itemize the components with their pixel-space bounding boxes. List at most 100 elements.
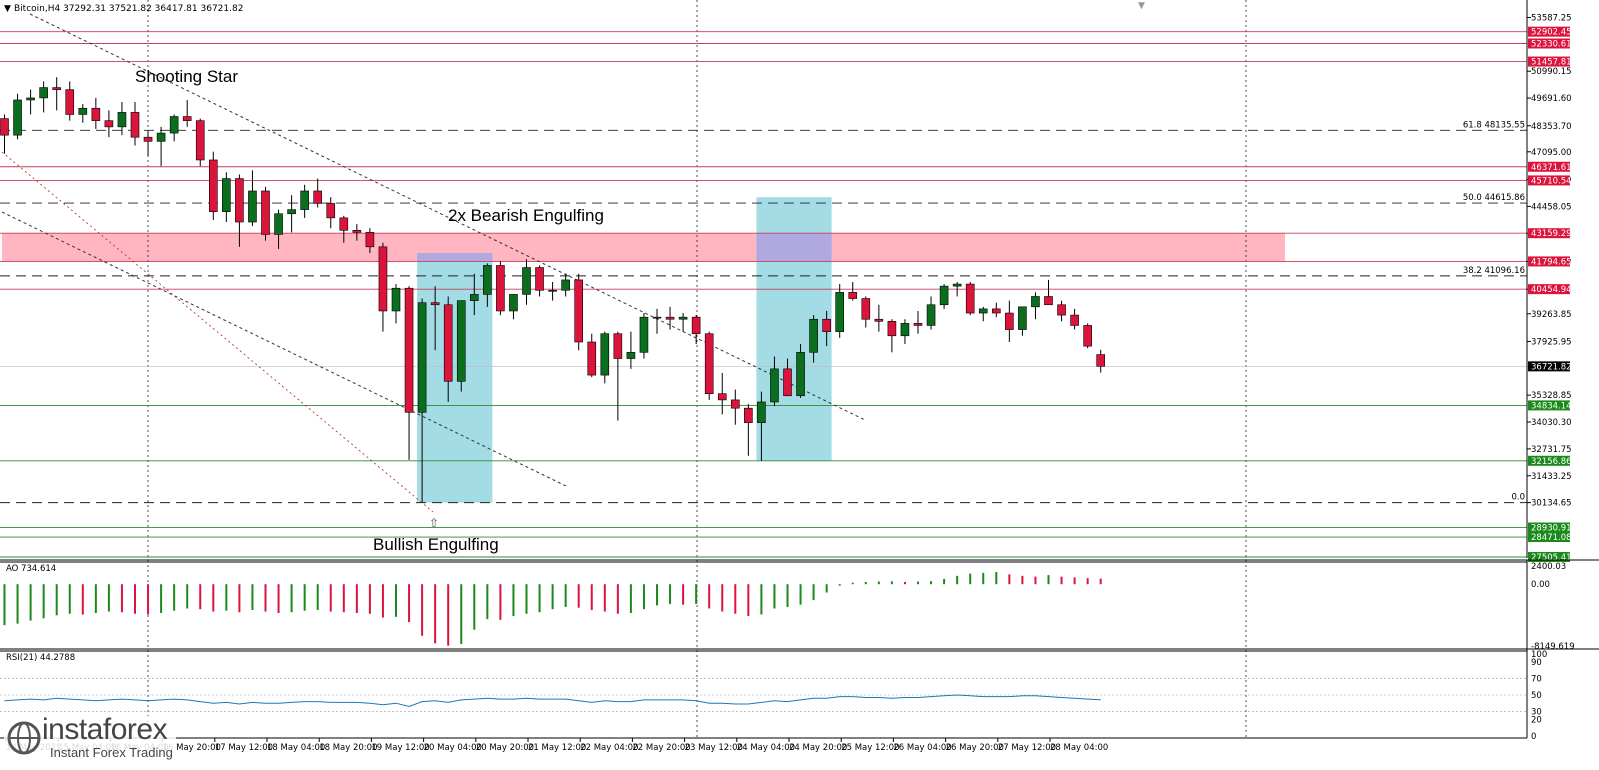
price-tag-text: 36721.82 [1531, 362, 1572, 372]
trendlines [1, 13, 866, 513]
time-axis-label: 18 May 04:00 [267, 743, 325, 753]
candle-bearish [235, 178, 244, 223]
price-axis-label: 30134.65 [1531, 499, 1572, 509]
candle-bullish [117, 112, 127, 128]
price-axis-label: 39263.85 [1531, 310, 1572, 320]
rsi-axis-label: 30 [1531, 707, 1542, 717]
candle-bearish [874, 318, 884, 322]
candle-bullish [1031, 296, 1040, 308]
price-tag [1528, 228, 1570, 239]
candle-bullish [900, 323, 910, 337]
ao-axis: 2400.03 0.00 -8149.619 [1531, 562, 1575, 652]
candle-bullish [548, 289, 557, 292]
candle-bullish [770, 368, 779, 403]
rsi-axis-label: 0 [1531, 732, 1536, 742]
rsi-axis-label: 20 [1531, 716, 1542, 726]
candle-bullish [757, 401, 766, 423]
candle-bearish [313, 190, 323, 204]
candle-bullish [483, 265, 492, 295]
price-tag-text: 51457.81 [1531, 58, 1572, 68]
candle-bullish [156, 132, 166, 142]
candle-bearish [574, 279, 584, 343]
price-tag-text: 40454.94 [1531, 285, 1572, 295]
time-axis-label: 21 May 12:00 [528, 743, 586, 753]
candle-bullish [509, 294, 518, 312]
candle-bearish [209, 159, 218, 212]
price-axis-label: 32731.75 [1531, 445, 1572, 455]
trendline-lower[interactable] [1, 211, 567, 487]
price-tag-text: 46371.61 [1531, 163, 1572, 173]
candle-bearish [861, 298, 871, 320]
price-tag-text: 52330.61 [1531, 39, 1572, 49]
candle-bullish [78, 107, 88, 115]
vertical-grid [147, 0, 1247, 738]
price-tag [1528, 455, 1570, 466]
candle-bearish [261, 190, 270, 235]
candle-bullish [952, 283, 962, 287]
rsi-axis-label: 50 [1531, 691, 1542, 701]
candle-bullish [639, 316, 649, 353]
candle-bearish [730, 399, 740, 409]
horizontal-levels: 61.8 48135.55 50.0 44615.86 38.2 41096.16 0… [0, 31, 1527, 558]
resistance-zone [2, 233, 1285, 262]
price-tag-text: 28930.91 [1531, 524, 1572, 534]
candle-bullish [248, 190, 257, 223]
ao-axis-label: 2400.03 [1531, 562, 1566, 572]
price-tag-text: 45710.54 [1531, 176, 1572, 186]
time-axis-label: 24 May 04:00 [737, 743, 795, 753]
instaforex-globe-icon [7, 721, 41, 755]
price-axis-label: 31433.25 [1531, 472, 1572, 482]
candle-bearish [430, 302, 440, 306]
trendline-upper[interactable] [29, 13, 866, 421]
price-tag [1528, 400, 1570, 411]
candle-bullish [561, 279, 570, 291]
candle-bearish [496, 265, 505, 312]
candle-bearish [365, 232, 375, 248]
candle-bearish [1083, 325, 1092, 347]
fib-level-label: 50.0 44615.86 [1463, 193, 1525, 203]
price-tag [1528, 522, 1570, 533]
candle-bearish [1096, 354, 1105, 367]
price-tag [1528, 26, 1570, 37]
candle-bearish [378, 246, 388, 312]
candle-bearish [717, 393, 727, 401]
candle-bearish [783, 368, 792, 397]
candle-bullish [39, 87, 48, 99]
price-tag [1528, 532, 1570, 543]
candle-bearish [443, 304, 453, 382]
ao-label: AO 734.614 [6, 564, 56, 574]
candle-bullish [456, 300, 466, 382]
candle-bullish [796, 352, 805, 397]
candle-bearish [691, 316, 701, 335]
overlap-zone [417, 253, 493, 262]
candle-bearish [991, 308, 1001, 314]
time-axis-label: 26 May 20:00 [946, 743, 1004, 753]
bullish-engulfing-box [417, 253, 493, 503]
scroll-marker-icon[interactable]: ▼ [1138, 1, 1145, 11]
candle-bearish [665, 316, 675, 320]
candle-bearish [887, 321, 897, 337]
candle-bearish [535, 267, 544, 291]
price-tag-text: 32156.86 [1531, 457, 1572, 467]
time-axis-label: 20 May 20:00 [476, 743, 534, 753]
candle-bullish [391, 287, 401, 312]
rsi-axis-label: 70 [1531, 675, 1542, 685]
candle-bullish [1018, 306, 1027, 330]
candle-bearish [822, 318, 831, 332]
ao-histogram [3, 572, 1102, 646]
rsi-axis-label: 100 [1531, 650, 1547, 660]
candle-bullish [522, 267, 531, 295]
rsi-line [4, 694, 1101, 708]
price-tag [1528, 284, 1570, 295]
trendline-dotted-red[interactable] [1, 151, 434, 513]
fib-level-label: 61.8 48135.55 [1463, 120, 1525, 130]
candle-bearish [1005, 312, 1014, 330]
candle-bullish [417, 302, 427, 413]
price-tag-text: 27505.41 [1531, 553, 1572, 563]
candle-bearish [182, 116, 192, 121]
price-axis-label: 48353.70 [1531, 122, 1572, 132]
symbol-title-text: Bitcoin,H4 37292.31 37521.82 36417.81 36… [14, 4, 243, 14]
time-axis-label: 22 May 04:00 [580, 743, 638, 753]
